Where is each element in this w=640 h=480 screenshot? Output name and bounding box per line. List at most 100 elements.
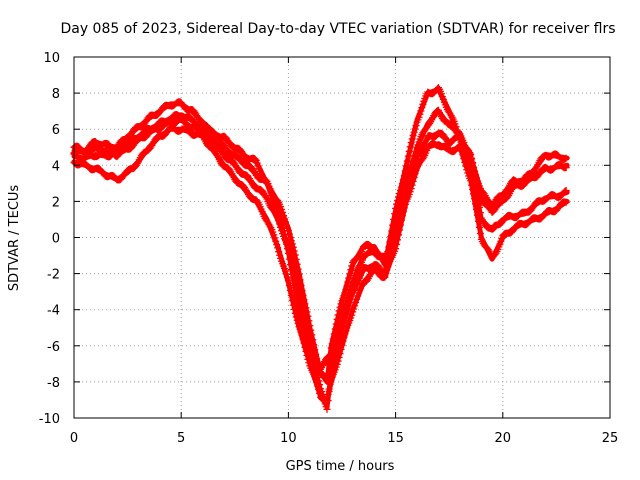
data-point <box>297 314 305 322</box>
data-point <box>287 237 295 245</box>
data-point <box>276 251 284 259</box>
data-point <box>278 220 286 228</box>
data-point <box>287 266 295 274</box>
data-point <box>295 304 303 312</box>
data-point <box>286 287 294 295</box>
data-point <box>299 324 307 332</box>
grid-lines <box>74 57 610 418</box>
data-point <box>329 346 337 354</box>
data-point <box>407 171 415 179</box>
data-point <box>469 159 477 167</box>
x-tick-label: 20 <box>495 431 512 446</box>
x-tick-label: 10 <box>280 431 297 446</box>
data-point <box>434 84 442 92</box>
data-point <box>466 149 474 157</box>
data-point <box>470 163 478 171</box>
data-point <box>289 301 297 309</box>
data-point <box>326 380 334 388</box>
data-point <box>323 405 331 413</box>
data-point <box>393 228 401 236</box>
data-point <box>459 151 467 159</box>
data-point <box>404 183 412 191</box>
data-point <box>271 234 279 242</box>
data-point <box>325 385 333 393</box>
data-point <box>292 288 300 296</box>
series-band <box>71 117 570 370</box>
data-point <box>408 167 416 175</box>
data-point <box>412 122 420 130</box>
data-point <box>335 353 343 361</box>
data-point <box>282 270 290 278</box>
data-point <box>315 385 323 393</box>
data-point <box>395 219 403 227</box>
data-point <box>404 152 412 160</box>
data-point <box>312 375 320 383</box>
data-point <box>403 187 411 195</box>
data-point <box>269 195 277 203</box>
data-point <box>305 346 313 354</box>
data-point <box>397 208 405 216</box>
x-tick-label: 0 <box>70 431 78 446</box>
data-point <box>415 113 423 121</box>
axis-ticks <box>73 56 611 419</box>
data-point <box>251 155 259 163</box>
data-point <box>313 378 321 386</box>
data-point <box>475 191 483 199</box>
data-point <box>279 223 287 231</box>
data-point <box>474 187 482 195</box>
data-point <box>294 298 302 306</box>
data-point <box>273 241 281 249</box>
data-point <box>346 270 354 278</box>
data-point <box>562 187 570 195</box>
series-band <box>71 126 570 403</box>
data-point <box>283 245 291 253</box>
data-point <box>281 231 289 239</box>
data-point <box>341 330 349 338</box>
data-point <box>460 154 468 162</box>
data-point <box>270 198 278 206</box>
data-point <box>275 248 283 256</box>
data-point <box>336 350 344 358</box>
data-point <box>418 104 426 112</box>
data-point <box>287 292 295 300</box>
data-point <box>417 107 425 115</box>
data-point <box>471 195 479 203</box>
data-point <box>344 297 352 305</box>
data-point <box>458 147 466 155</box>
y-tick-label: 6 <box>52 123 60 138</box>
data-point <box>472 205 480 213</box>
data-point <box>336 303 344 311</box>
data-point <box>285 230 293 238</box>
data-point <box>395 215 403 223</box>
data-point <box>349 278 357 286</box>
data-point <box>314 382 322 390</box>
data-point <box>331 340 339 348</box>
chart-title: Day 085 of 2023, Sidereal Day-to-day VTE… <box>60 21 615 37</box>
y-tick-label: -6 <box>47 340 60 355</box>
x-tick-label: 5 <box>177 431 185 446</box>
data-point <box>324 390 332 398</box>
data-point <box>316 389 324 397</box>
data-point <box>338 341 346 349</box>
data-point <box>268 191 276 199</box>
y-tick-label: -2 <box>47 268 60 283</box>
data-point <box>293 293 301 301</box>
data-point <box>471 168 479 176</box>
data-point <box>300 328 308 336</box>
data-point <box>562 198 570 206</box>
data-point <box>304 343 312 351</box>
data-point <box>469 185 477 193</box>
data-point <box>347 266 355 274</box>
data-point <box>351 302 359 310</box>
data-point <box>337 316 345 324</box>
data-point <box>282 240 290 248</box>
x-tick-label: 25 <box>602 431 619 446</box>
data-point <box>298 319 306 327</box>
data-point <box>562 164 570 172</box>
data-point <box>337 300 345 308</box>
tick-labels: 0 5 10 15 20 25 -10 -8 -6 -4 -2 0 2 4 6 8 10 <box>39 51 619 446</box>
y-tick-label: 2 <box>52 195 60 210</box>
data-point <box>267 188 275 196</box>
data-point <box>468 181 476 189</box>
